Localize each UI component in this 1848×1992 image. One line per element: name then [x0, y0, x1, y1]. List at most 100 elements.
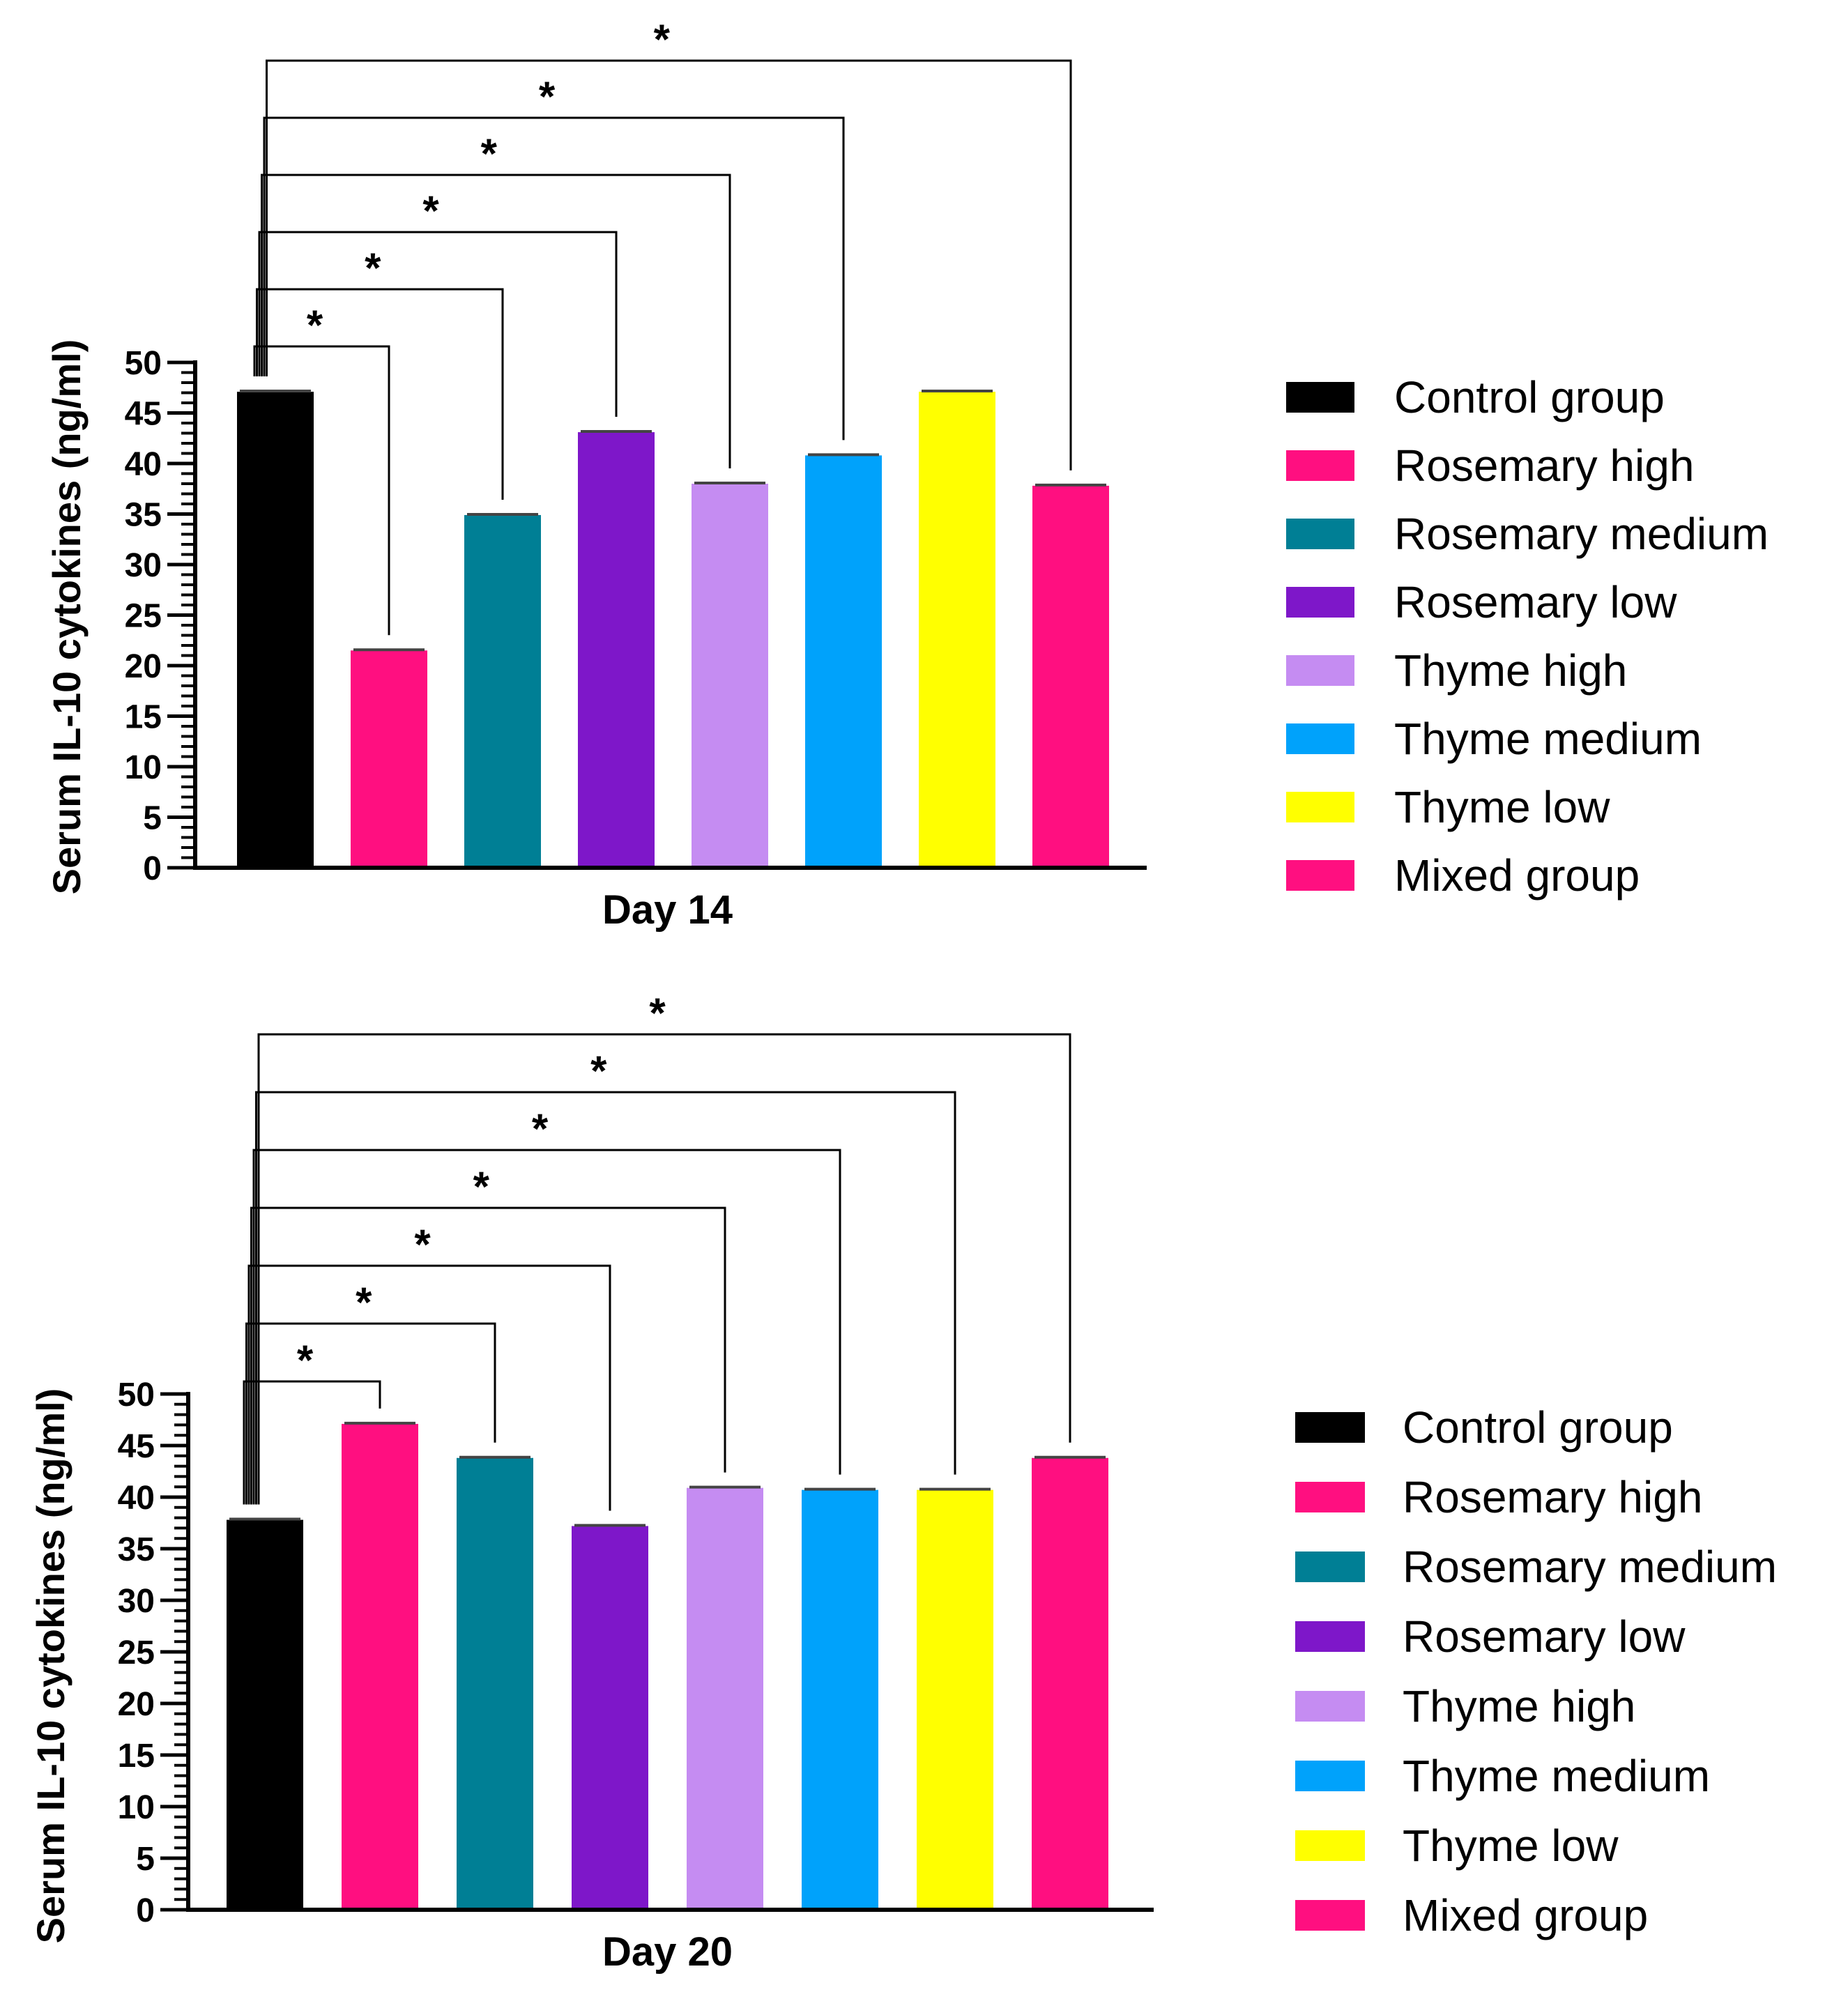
significance-star: * — [539, 73, 556, 120]
significance-star: * — [649, 990, 666, 1036]
legend-swatch — [1286, 655, 1354, 686]
legend-swatch — [1295, 1691, 1365, 1722]
bar-mixed-group — [1032, 485, 1109, 868]
bar-thyme-low — [919, 392, 995, 868]
x-axis-title: Day 14 — [602, 887, 733, 933]
y-tick-label: 10 — [118, 1789, 155, 1826]
significance-star: * — [481, 130, 498, 177]
y-axis-title: Serum IL-10 cytokines (ng/ml) — [29, 1388, 72, 1944]
legend-label: Rosemary medium — [1403, 1542, 1777, 1592]
legend-swatch — [1295, 1412, 1365, 1443]
legend-label: Mixed group — [1394, 850, 1640, 901]
significance-star: * — [414, 1221, 431, 1268]
y-tick-label: 0 — [136, 1892, 155, 1929]
chart-day-14: 0 5 10 15 20 25 30 35 40 45 50 Serum IL-10 cytokine… — [45, 16, 1769, 933]
y-tick-label: 15 — [125, 699, 162, 736]
significance-bracket — [243, 1380, 381, 1505]
legend-label: Rosemary medium — [1394, 509, 1769, 559]
bar-rosemary-medium — [464, 514, 541, 868]
legend-label: Rosemary low — [1403, 1611, 1686, 1662]
significance-star: * — [422, 187, 439, 234]
legend-swatch — [1286, 792, 1354, 822]
significance-star: * — [654, 16, 671, 63]
legend-label: Mixed group — [1403, 1890, 1648, 1940]
y-tick-label: 20 — [118, 1686, 155, 1723]
significance-bracket — [263, 116, 845, 440]
legend-swatch — [1295, 1552, 1365, 1582]
legend-swatch — [1286, 587, 1354, 618]
y-tick-label: 50 — [118, 1377, 155, 1413]
significance-bracket — [245, 1322, 496, 1505]
y-tick-label: 25 — [125, 598, 162, 635]
y-tick-label: 5 — [143, 800, 162, 837]
legend-swatch — [1295, 1830, 1365, 1861]
y-tick-label: 45 — [118, 1428, 155, 1465]
significance-bracket — [255, 1091, 956, 1505]
significance-star: * — [297, 1337, 314, 1384]
y-tick-label: 10 — [125, 749, 162, 786]
legend-swatch — [1295, 1900, 1365, 1931]
legend-label: Thyme low — [1394, 782, 1610, 832]
legend-swatch — [1295, 1761, 1365, 1791]
significance-bracket — [266, 59, 1072, 470]
significance-bracket — [250, 1206, 726, 1505]
significance-star: * — [590, 1048, 607, 1094]
legend-label: Rosemary low — [1394, 577, 1677, 627]
significance-star: * — [365, 245, 381, 291]
bar-rosemary-high — [342, 1423, 418, 1910]
y-tick-label: 5 — [136, 1841, 155, 1878]
y-tick-label: 15 — [118, 1738, 155, 1775]
significance-bracket — [261, 174, 731, 468]
bar-thyme-low — [917, 1489, 993, 1910]
significance-star: * — [532, 1105, 549, 1152]
significance-bracket — [257, 1033, 1071, 1505]
bar-control-group — [227, 1519, 303, 1910]
significance-bracket — [256, 288, 504, 500]
y-tick-label: 30 — [118, 1583, 155, 1620]
legend-label: Rosemary high — [1403, 1472, 1702, 1522]
legend-swatch — [1295, 1482, 1365, 1512]
bar-control-group — [237, 392, 314, 868]
bar-thyme-high — [687, 1487, 763, 1910]
y-axis-title: Serum IL-10 cytokines (ng/ml) — [45, 339, 89, 895]
bar-rosemary-medium — [457, 1457, 533, 1910]
legend-label: Thyme high — [1394, 645, 1627, 696]
legend-swatch — [1286, 519, 1354, 549]
y-tick-label: 35 — [125, 497, 162, 534]
bar-thyme-high — [692, 484, 768, 868]
y-tick-label: 30 — [125, 547, 162, 584]
y-tick-label: 20 — [125, 648, 162, 685]
x-axis-title: Day 20 — [602, 1929, 733, 1975]
bar-thyme-medium — [805, 455, 882, 868]
legend-label: Rosemary high — [1394, 440, 1694, 491]
bar-rosemary-high — [351, 650, 427, 868]
legend-swatch — [1295, 1621, 1365, 1652]
significance-bracket — [253, 345, 390, 636]
y-tick-label: 25 — [118, 1634, 155, 1671]
bar-mixed-group — [1032, 1457, 1108, 1910]
bar-rosemary-low — [578, 432, 655, 868]
significance-star: * — [307, 302, 323, 348]
legend-label: Control group — [1403, 1402, 1673, 1453]
significance-star: * — [473, 1163, 490, 1210]
legend: Control group Rosemary high Rosemary mediu… — [1286, 372, 1769, 901]
y-tick-label: 40 — [125, 446, 162, 483]
legend-label: Thyme high — [1403, 1681, 1635, 1731]
legend-swatch — [1286, 860, 1354, 891]
legend-label: Thyme medium — [1403, 1751, 1710, 1801]
y-tick-label: 40 — [118, 1480, 155, 1517]
significance-bracket — [258, 231, 618, 417]
significance-bracket — [247, 1264, 611, 1511]
y-tick-label: 50 — [125, 345, 162, 382]
significance-star: * — [356, 1279, 372, 1326]
chart-day-20: 0 5 10 15 20 25 30 35 40 45 50 Serum IL-10 cytokine… — [29, 990, 1777, 1975]
bar-rosemary-low — [572, 1526, 648, 1910]
legend-label: Control group — [1394, 372, 1665, 422]
legend-swatch — [1286, 382, 1354, 413]
legend-label: Thyme low — [1403, 1821, 1619, 1871]
significance-bracket — [252, 1149, 841, 1505]
y-tick-label: 45 — [125, 396, 162, 433]
bar-thyme-medium — [802, 1489, 878, 1910]
y-tick-label: 0 — [143, 850, 162, 887]
